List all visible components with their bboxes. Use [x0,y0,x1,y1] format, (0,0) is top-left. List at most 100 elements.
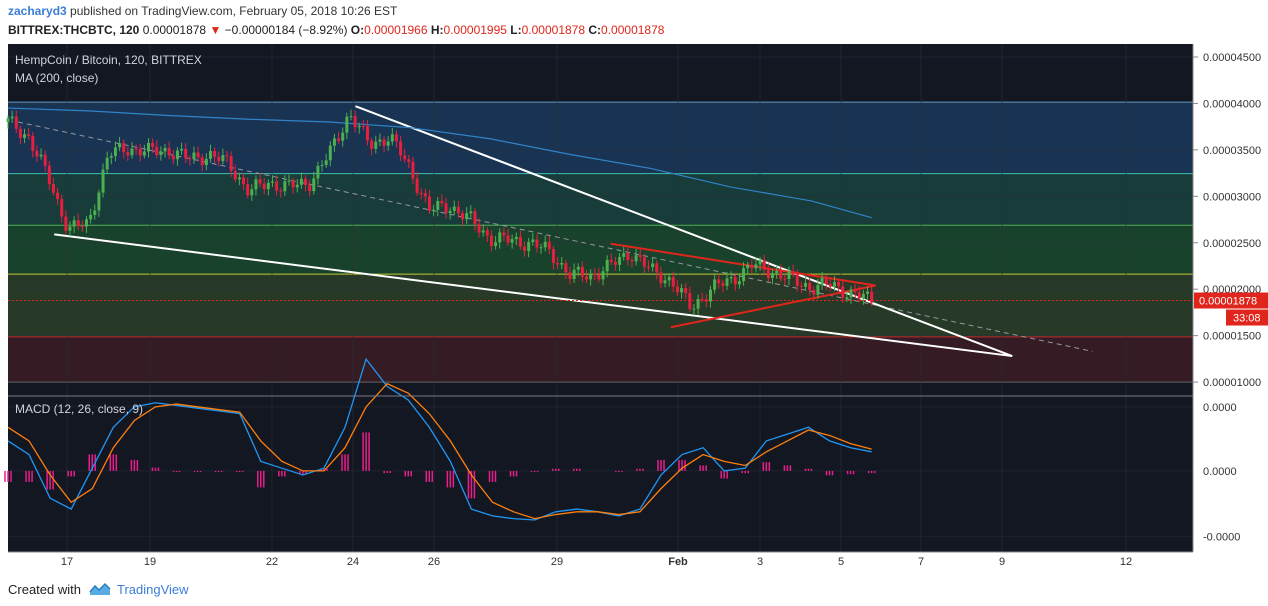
candle-body [663,280,667,284]
candle-body [845,297,849,299]
candle-body [93,210,97,215]
candle-body [146,142,150,152]
candle-body [27,134,31,136]
candle-body [655,263,659,273]
candle-body [361,126,365,128]
candle-body [217,156,221,162]
candle-body [535,239,539,248]
candle-body [746,264,750,269]
candle-body [316,165,320,179]
candle-body [142,151,146,156]
candle-body [337,138,341,141]
candle-body [262,183,266,190]
candle-body [275,181,279,191]
candle-body [787,271,791,280]
open-label: O: [350,23,365,37]
price-change: −0.00000184 (−8.92%) [224,23,348,37]
candle-body [126,152,130,156]
candle-body [366,126,370,141]
candle-body [799,285,803,287]
candle-body [605,259,609,272]
candle-body [353,116,357,128]
candle-body [225,155,229,157]
candle-body [551,248,555,264]
candle-body [667,276,671,281]
x-tick-label: 17 [61,556,73,568]
candle-body [196,152,200,158]
candle-body [444,203,448,214]
candle-body [287,180,291,182]
candle-body [589,273,593,280]
candle-body [320,165,324,167]
candle-body [113,147,117,157]
candle-body [134,148,138,150]
x-tick-label: 7 [918,556,924,568]
candle-body [76,220,80,227]
trading-chart[interactable]: 0.00004500 0.00004000 0.00003500 0.00003000… [0,40,1268,572]
candle-body [485,230,489,236]
candle-body [837,281,841,287]
candle-body [192,152,196,160]
candle-body [427,196,431,211]
candle-body [808,282,812,290]
candle-body [415,178,419,193]
candle-body [733,277,737,285]
y-tick-label: 0.00003500 [1203,145,1261,157]
last-price-badge [1194,292,1268,309]
created-with-text: Created with [8,582,81,597]
fib-band [8,225,1193,275]
candle-body [704,299,708,302]
candle-body [221,155,225,162]
candle-body [56,192,60,200]
candle-body [700,299,704,301]
published-text: published on TradingView.com, February 0… [70,4,398,18]
candle-body [163,147,167,152]
candle-body [31,135,35,151]
candle-body [254,179,258,190]
candle-body [514,236,518,240]
candle-body [452,206,456,211]
candle-body [39,154,43,157]
candle-body [105,157,109,170]
candle-body [725,278,729,286]
candle-body [345,116,349,133]
candle-body [824,277,828,284]
candle-body [804,282,808,287]
candle-body [853,289,857,293]
x-tick-label: 12 [1120,556,1132,568]
candle-body [762,260,766,270]
candle-body [332,138,336,146]
candle-body [188,158,192,160]
candle-body [696,299,700,309]
candle-body [523,246,527,251]
candle-body [341,132,345,141]
candle-body [242,177,246,185]
x-tick-label: Feb [668,556,688,568]
candle-body [465,213,469,220]
candle-body [832,281,836,287]
candle-body [299,178,303,185]
macd-pane [4,357,1193,537]
candle-body [312,178,316,192]
candle-body [291,180,295,188]
countdown-text: 33:08 [1233,313,1261,325]
grid-lines [8,44,1193,552]
tradingview-logo-icon[interactable] [88,581,112,600]
candle-body [14,116,18,129]
candle-body [270,181,274,183]
candle-body [680,288,684,293]
last-price-text: 0.00001878 [1199,296,1257,308]
candle-body [861,293,865,299]
candle-body [576,266,580,270]
author-name[interactable]: zacharyd3 [8,4,67,18]
low-label: L: [510,23,522,37]
candle-body [841,286,845,298]
candle-body [411,161,415,179]
x-tick-label: 3 [757,556,763,568]
down-arrow-icon: ▼ [209,23,222,37]
candle-body [597,274,601,280]
tradingview-link[interactable]: TradingView [117,582,189,597]
high-value: 0.00001995 [443,23,507,37]
trendlines[interactable] [8,105,1193,358]
candle-body [737,281,741,285]
